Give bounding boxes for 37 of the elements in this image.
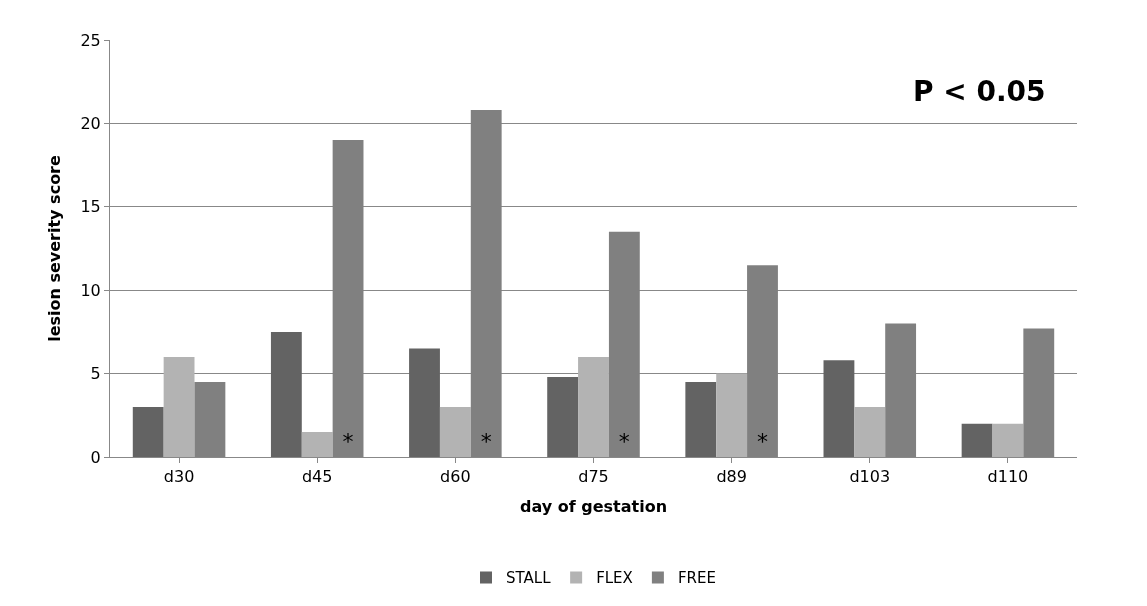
bar	[685, 381, 717, 457]
y-tick-label: 20	[80, 114, 101, 133]
y-tick-label: 15	[80, 197, 101, 217]
bar	[547, 376, 579, 457]
x-tick-label: d89	[716, 467, 747, 487]
bar	[439, 406, 471, 457]
bar	[409, 348, 440, 457]
bar	[270, 331, 302, 457]
x-tick-label: d45	[301, 467, 333, 487]
y-tick-label: 0	[90, 447, 101, 467]
bar	[578, 356, 609, 457]
legend-label: STALL	[506, 569, 552, 588]
x-tick-label: d110	[987, 467, 1029, 487]
data-label: *	[618, 429, 630, 454]
y-tick-label: 25	[80, 30, 101, 50]
bar	[301, 431, 333, 457]
data-label: *	[342, 429, 354, 454]
bar	[823, 360, 855, 457]
y-tick-label: 10	[80, 280, 101, 300]
bar	[132, 406, 164, 457]
data-label: *	[756, 429, 768, 454]
y-axis-title: lesion severity score	[45, 154, 65, 342]
data-label: *	[480, 429, 492, 454]
x-tick-label: d75	[578, 467, 609, 487]
legend-label: FLEX	[596, 569, 633, 588]
legend-label: FREE	[677, 569, 716, 588]
y-tick-label: 5	[90, 364, 101, 384]
x-axis-title: day of gestation	[519, 496, 668, 516]
bar	[992, 423, 1024, 457]
bar	[854, 406, 886, 457]
bar	[716, 373, 748, 457]
x-tick-label: d60	[440, 467, 471, 487]
bar	[163, 356, 195, 457]
annotation: P < 0.05	[913, 75, 1046, 108]
x-tick-label: d30	[163, 467, 195, 487]
x-tick-label: d103	[849, 467, 891, 487]
bar	[961, 423, 993, 457]
